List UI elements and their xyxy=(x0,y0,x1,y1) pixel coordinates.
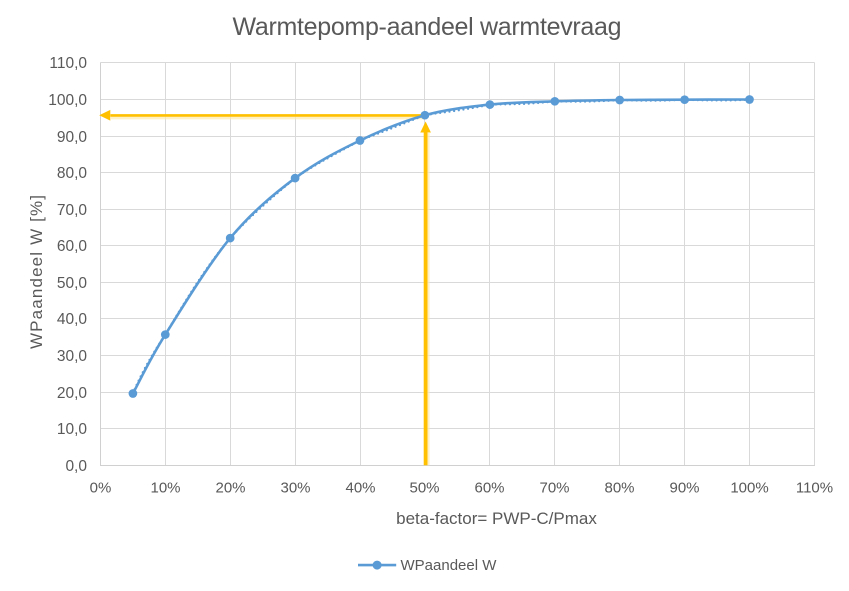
svg-text:100,0: 100,0 xyxy=(48,92,87,109)
svg-text:50%: 50% xyxy=(409,479,439,496)
svg-text:10,0: 10,0 xyxy=(57,421,88,438)
svg-text:Warmtepomp-aandeel warmtevraag: Warmtepomp-aandeel warmtevraag xyxy=(233,13,622,41)
svg-text:30%: 30% xyxy=(280,479,310,496)
svg-text:20%: 20% xyxy=(215,479,245,496)
svg-text:90%: 90% xyxy=(669,479,699,496)
svg-text:WPaandeel W: WPaandeel W xyxy=(401,557,498,574)
svg-text:beta-factor= PWP-C/Pmax: beta-factor= PWP-C/Pmax xyxy=(396,509,597,528)
svg-text:30,0: 30,0 xyxy=(57,348,88,365)
svg-text:100%: 100% xyxy=(730,479,768,496)
svg-text:80,0: 80,0 xyxy=(57,165,88,182)
svg-text:0%: 0% xyxy=(90,479,112,496)
svg-text:70,0: 70,0 xyxy=(57,202,88,219)
svg-text:80%: 80% xyxy=(604,479,634,496)
svg-text:110%: 110% xyxy=(796,479,833,496)
svg-text:10%: 10% xyxy=(150,479,180,496)
svg-text:0,0: 0,0 xyxy=(65,458,87,475)
svg-text:90,0: 90,0 xyxy=(57,129,88,146)
svg-text:20,0: 20,0 xyxy=(57,385,88,402)
svg-text:70%: 70% xyxy=(539,479,569,496)
svg-text:60,0: 60,0 xyxy=(57,238,88,255)
svg-text:40,0: 40,0 xyxy=(57,311,88,328)
svg-text:WPaandeel W [%]: WPaandeel W [%] xyxy=(27,195,46,349)
svg-text:110,0: 110,0 xyxy=(49,55,87,72)
svg-text:50,0: 50,0 xyxy=(57,275,88,292)
svg-text:40%: 40% xyxy=(345,479,375,496)
svg-text:60%: 60% xyxy=(474,479,504,496)
